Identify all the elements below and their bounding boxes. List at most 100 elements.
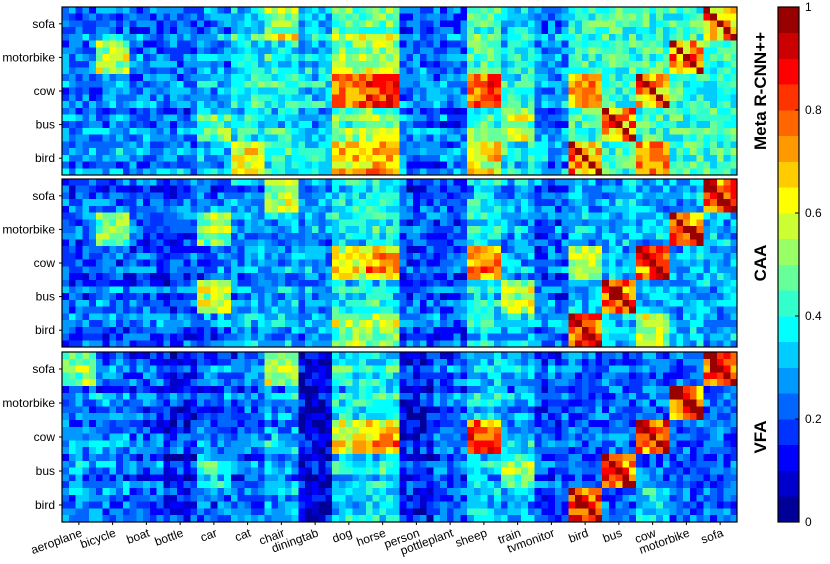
heatmap-cell <box>102 299 110 308</box>
heatmap-cell <box>136 107 144 115</box>
heatmap-cell <box>710 326 718 334</box>
heatmap-cell <box>656 299 664 308</box>
heatmap-cell <box>426 141 434 149</box>
heatmap-cell <box>251 67 259 75</box>
heatmap-cell <box>62 219 70 227</box>
heatmap-cell <box>68 107 76 115</box>
heatmap-cell <box>433 60 441 68</box>
heatmap-cell <box>359 212 367 220</box>
heatmap-cell <box>635 192 643 200</box>
heatmap-cell <box>568 313 576 321</box>
heatmap-cell <box>122 40 130 48</box>
heatmap-cell <box>683 333 691 341</box>
heatmap-cell <box>359 54 367 62</box>
heatmap-cell <box>696 299 704 308</box>
heatmap-cell <box>460 168 468 176</box>
heatmap-cell <box>129 80 137 89</box>
heatmap-cell <box>507 148 515 156</box>
heatmap-cell <box>615 161 623 169</box>
heatmap-cell <box>386 212 394 220</box>
heatmap-cell <box>392 33 400 41</box>
heatmap-cell <box>615 199 623 207</box>
heatmap-cell <box>689 252 697 261</box>
heatmap-cell <box>217 87 225 95</box>
heatmap-cell <box>514 299 522 308</box>
heatmap-cell <box>399 107 407 115</box>
heatmap-cell <box>338 313 346 321</box>
heatmap-cell <box>669 279 677 287</box>
heatmap-cell <box>224 101 232 109</box>
heatmap-cell <box>156 134 164 142</box>
heatmap-cell <box>284 101 292 109</box>
heatmap-cell <box>170 107 178 115</box>
heatmap-cell <box>473 148 481 156</box>
heatmap-cell <box>122 87 130 95</box>
heatmap-cell <box>311 232 319 240</box>
heatmap-cell <box>379 293 387 301</box>
heatmap-cell <box>203 154 211 162</box>
heatmap-cell <box>190 306 198 314</box>
heatmap-cell <box>676 192 684 200</box>
heatmap-cell <box>487 192 495 200</box>
heatmap-cell <box>365 47 373 55</box>
heatmap-cell <box>534 94 542 102</box>
heatmap-cell <box>710 246 718 254</box>
heatmap-cell <box>406 80 414 89</box>
heatmap-cell <box>521 232 529 240</box>
heatmap-cell <box>379 168 387 176</box>
heatmap-cell <box>534 259 542 267</box>
heatmap-cell <box>642 219 650 227</box>
heatmap-cell <box>82 293 90 301</box>
heatmap-cell <box>588 279 596 287</box>
heatmap-cell <box>676 60 684 68</box>
heatmap-cell <box>460 306 468 314</box>
heatmap-cell <box>433 114 441 122</box>
heatmap-cell <box>136 205 144 213</box>
heatmap-cell <box>379 141 387 149</box>
heatmap-cell <box>453 273 461 281</box>
heatmap-cell <box>352 80 360 89</box>
heatmap-cell <box>689 154 697 162</box>
heatmap-cell <box>723 107 731 115</box>
heatmap-cell <box>264 168 272 176</box>
heatmap-cell <box>561 101 569 109</box>
heatmap-cell <box>230 273 238 281</box>
heatmap-cell <box>683 246 691 254</box>
heatmap-cell <box>548 154 556 162</box>
heatmap-cell <box>136 54 144 62</box>
heatmap-cell <box>278 185 286 193</box>
heatmap-cell <box>521 161 529 169</box>
heatmap-cell <box>696 320 704 328</box>
heatmap-cell <box>446 326 454 334</box>
heatmap-cell <box>62 279 70 287</box>
heatmap-cell <box>332 161 340 169</box>
heatmap-cell <box>278 259 286 267</box>
heatmap-cell <box>230 154 238 162</box>
heatmap-cell <box>703 232 711 240</box>
heatmap-cell <box>662 212 670 220</box>
heatmap-cell <box>379 40 387 48</box>
heatmap-cell <box>480 192 488 200</box>
heatmap-cell <box>298 226 306 234</box>
heatmap-cell <box>291 293 299 301</box>
heatmap-cell <box>190 185 198 193</box>
heatmap-cell <box>203 333 211 341</box>
heatmap-cell <box>440 40 448 48</box>
heatmap-cell <box>635 121 643 129</box>
heatmap-cell <box>541 286 549 294</box>
heatmap-cell <box>635 266 643 274</box>
heatmap-cell <box>669 40 677 48</box>
heatmap-cell <box>514 320 522 328</box>
heatmap-cell <box>521 127 529 136</box>
heatmap-cell <box>608 286 616 294</box>
heatmap-cell <box>332 226 340 234</box>
heatmap-cell <box>338 333 346 341</box>
heatmap-cell <box>237 185 245 193</box>
heatmap-cell <box>264 246 272 254</box>
heatmap-cell <box>386 60 394 68</box>
heatmap-cell <box>359 326 367 334</box>
heatmap-cell <box>561 179 569 187</box>
heatmap-cell <box>291 154 299 162</box>
heatmap-cell <box>514 313 522 321</box>
heatmap-cell <box>156 333 164 341</box>
